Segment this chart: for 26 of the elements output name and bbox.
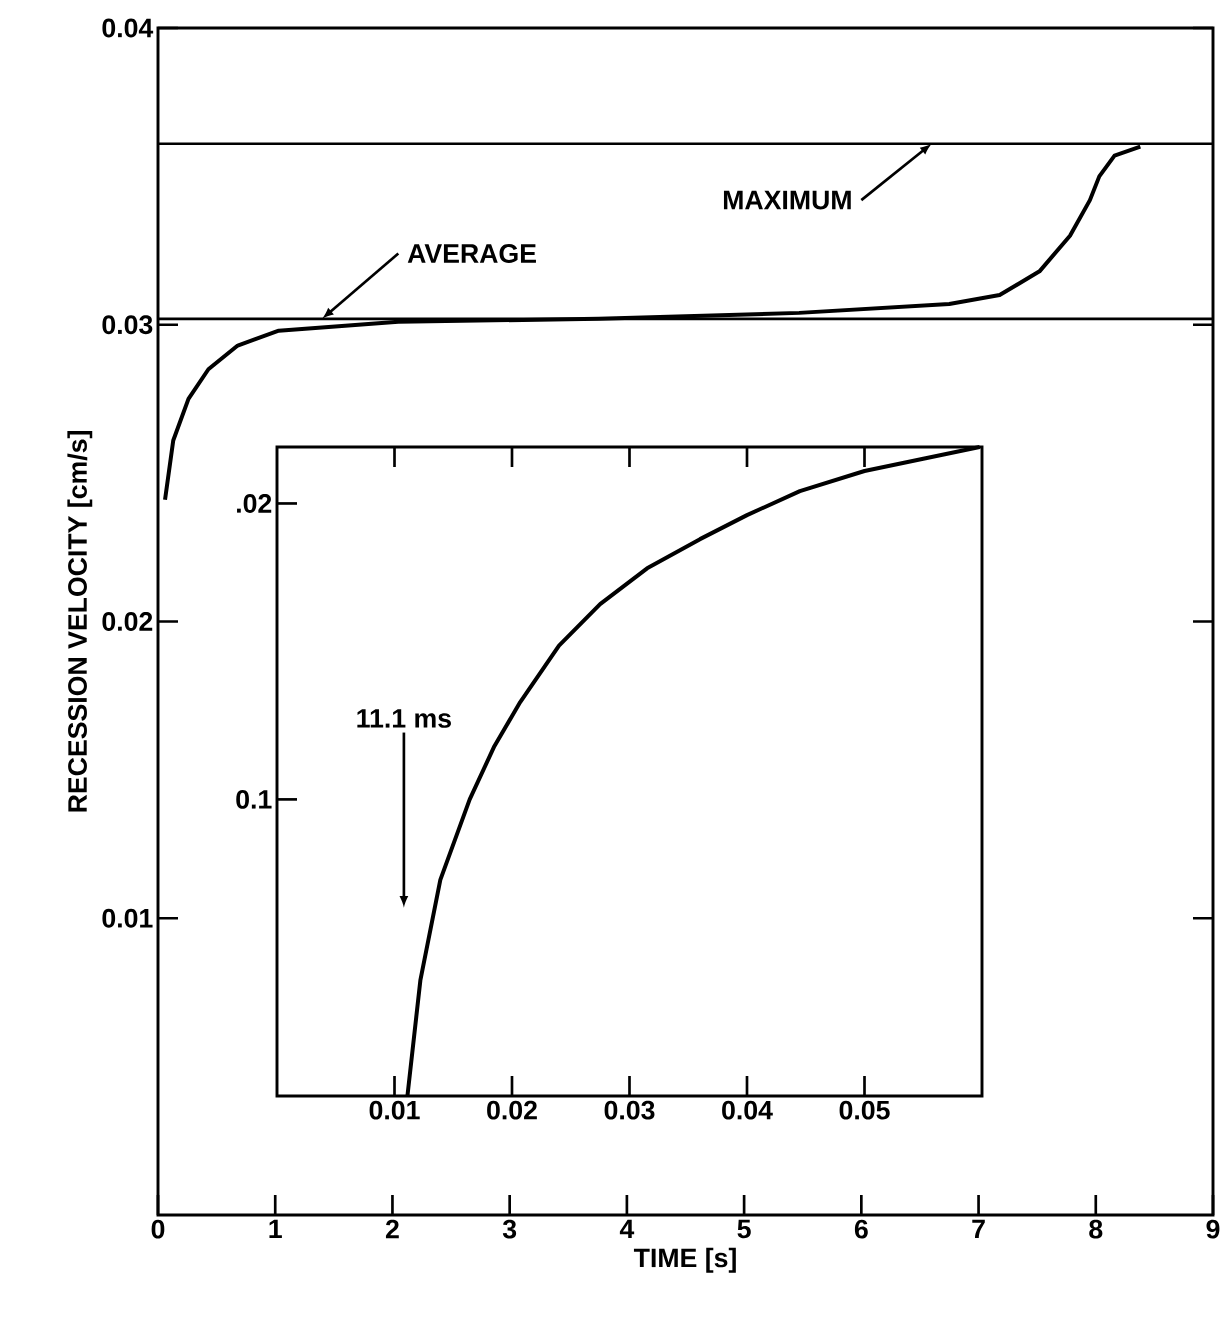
y-axis-title: RECESSION VELOCITY [cm/s]	[67, 431, 93, 812]
x-tick-label: 8	[1089, 1219, 1103, 1239]
x-tick-label: 6	[854, 1219, 868, 1239]
x-tick-label: 9	[1206, 1219, 1220, 1239]
x-tick-label: 7	[972, 1219, 985, 1239]
x-tick-label: 0.05	[839, 1100, 890, 1120]
annotation: 0.1	[236, 789, 272, 809]
x-tick-label: 0.03	[604, 1100, 655, 1120]
x-tick-label: 0.02	[487, 1100, 537, 1120]
x-tick-label: 1	[269, 1219, 282, 1239]
x-tick-label: 0	[151, 1219, 165, 1239]
y-tick-label: 0.03	[102, 315, 153, 335]
x-axis-title: TIME [s]	[633, 1247, 736, 1273]
x-tick-label: 4	[619, 1219, 635, 1239]
x-tick-label: 3	[502, 1219, 517, 1239]
ref-line-label: MAXIMUM	[723, 190, 851, 210]
y-tick-label: 0.01	[102, 908, 153, 928]
y-tick-label: 0.02	[102, 612, 153, 631]
x-tick-label: 5	[737, 1219, 751, 1239]
annotation: 11.1 ms	[357, 709, 451, 728]
ref-line-label: AVERAGE	[407, 244, 536, 263]
y-tick-label: 0.04	[102, 18, 154, 38]
x-tick-label: 0.01	[369, 1100, 420, 1120]
x-tick-label: 0.04	[722, 1100, 773, 1120]
x-tick-label: 2	[385, 1219, 399, 1239]
annotation: .02	[237, 494, 272, 513]
